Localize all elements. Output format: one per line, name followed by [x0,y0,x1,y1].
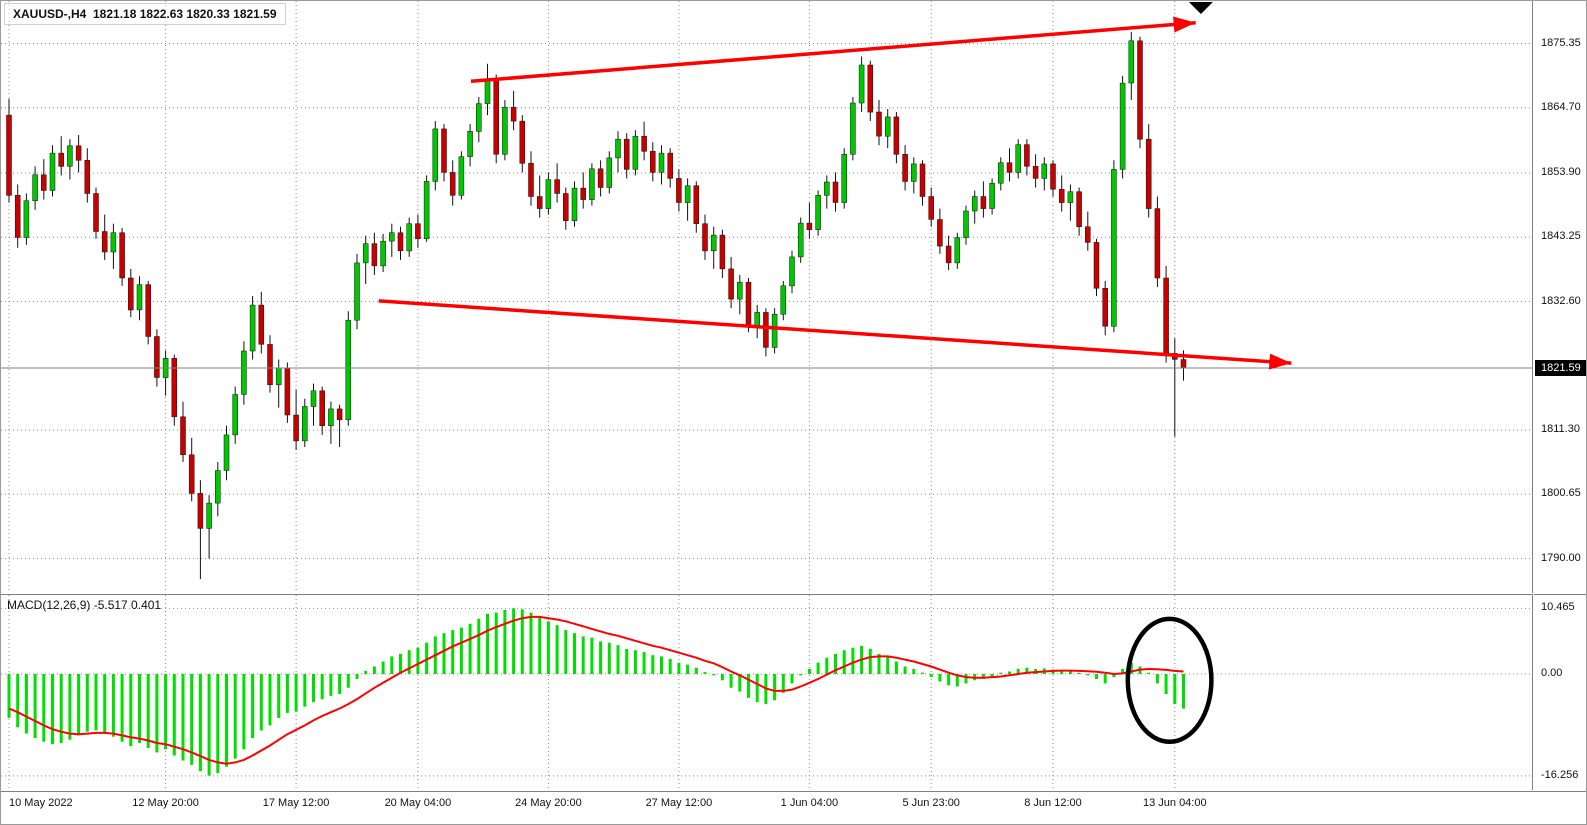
time-axis-label: 13 Jun 04:00 [1142,797,1207,809]
chart-end-marker-icon [1188,2,1213,14]
macd-gridlines [1,595,1533,791]
macd-indicator-label: MACD(12,26,9) -5.517 0.401 [7,598,162,612]
time-axis[interactable]: 10 May 2022 12 May 20:00 17 May 12:00 20 Ma… [1,791,1586,824]
macd-chart-canvas [1,595,1533,791]
price-axis-label: 1864.70 [1541,100,1581,113]
macd-signal-line [8,615,1184,765]
macd-axis-label: 0.00 [1541,667,1563,679]
macd-pane[interactable]: MACD(12,26,9) -5.517 0.401 [1,594,1533,791]
current-price-tag: 1821.59 [1535,359,1586,376]
time-axis-label: 8 Jun 12:00 [1024,797,1082,809]
price-chart-canvas [1,1,1533,593]
time-axis-label: 17 May 12:00 [262,797,330,809]
symbol-ohlc-label: XAUUSD-,H4 1821.18 1822.63 1820.33 1821.… [4,3,286,25]
time-axis-label: 27 May 12:00 [645,797,713,809]
upper-trendline-annotation[interactable] [470,20,1196,84]
price-axis-label: 1843.25 [1541,230,1581,243]
time-axis-label: 24 May 20:00 [515,797,582,809]
price-axis-label: 1800.65 [1541,487,1581,500]
time-axis-label: 1 Jun 04:00 [780,797,839,809]
macd-axis-label: 10.465 [1541,601,1575,614]
price-axis[interactable]: 1821.59 1875.35 1864.70 1853.90 1843.25 1832… [1534,1,1586,593]
price-pane[interactable]: XAUUSD-,H4 1821.18 1822.63 1820.33 1821.… [1,1,1533,593]
macd-axis-label: -16.256 [1541,768,1579,781]
time-axis-label: 12 May 20:00 [132,797,199,809]
time-axis-label: 10 May 2022 [9,797,73,809]
time-axis-label: 5 Jun 23:00 [902,797,960,809]
macd-axis[interactable]: 10.465 0.00 -16.256 [1534,594,1586,790]
candles [6,31,1187,580]
lower-trendline-annotation[interactable] [378,299,1292,365]
price-axis-label: 1832.60 [1541,294,1581,307]
price-axis-label: 1811.30 [1541,423,1580,436]
macd-ellipse-annotation[interactable] [1125,616,1214,744]
price-axis-label: 1875.35 [1541,36,1581,49]
price-gridlines [1,1,1533,593]
price-axis-label: 1853.90 [1541,165,1581,178]
time-axis-label: 20 May 04:00 [384,797,452,809]
price-axis-label: 1790.00 [1541,551,1581,564]
